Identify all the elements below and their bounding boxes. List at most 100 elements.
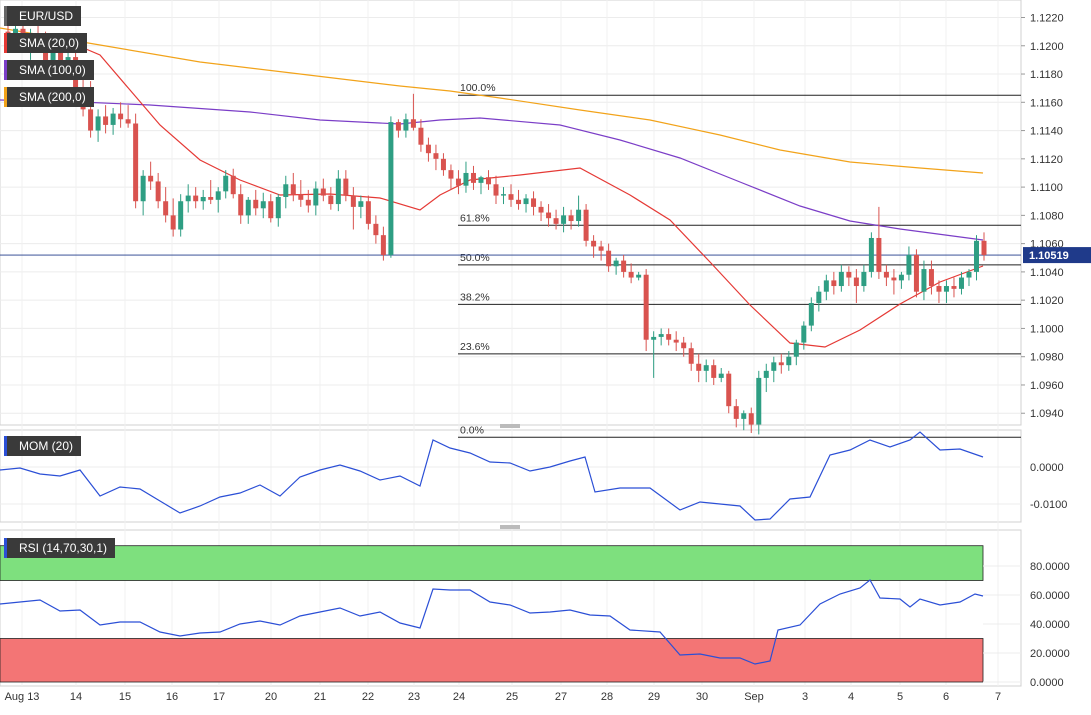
candle-body bbox=[253, 199, 259, 209]
candle-body bbox=[268, 201, 274, 219]
main-panel bbox=[0, 0, 1022, 426]
candle-body bbox=[118, 113, 124, 120]
candle-body bbox=[703, 365, 709, 371]
candle-body bbox=[448, 170, 454, 179]
momentum-label[interactable]: MOM (20) bbox=[4, 436, 81, 456]
y-tick-label: 1.0940 bbox=[1030, 408, 1064, 420]
candle-body bbox=[531, 198, 537, 207]
candle-body bbox=[208, 196, 214, 200]
candle-body bbox=[523, 198, 529, 205]
candle-body bbox=[718, 373, 724, 378]
sma-200-label[interactable]: SMA (200,0) bbox=[4, 87, 94, 107]
candle-body bbox=[816, 291, 822, 303]
candle-body bbox=[380, 235, 386, 255]
fibonacci-label: 61.8% bbox=[460, 212, 490, 224]
x-tick-label: 29 bbox=[648, 691, 660, 703]
y-tick-label: 1.1080 bbox=[1030, 210, 1064, 222]
candle-body bbox=[883, 271, 889, 278]
fibonacci-label: 23.6% bbox=[460, 341, 490, 353]
candle-body bbox=[598, 246, 604, 251]
candle-body bbox=[591, 240, 597, 247]
candle-body bbox=[576, 209, 582, 222]
candle-body bbox=[388, 122, 394, 255]
candle-body bbox=[658, 334, 664, 337]
candles-group bbox=[5, 14, 987, 435]
y-tick-label: 1.1160 bbox=[1030, 97, 1063, 109]
candle-body bbox=[328, 195, 334, 205]
x-tick-label: 16 bbox=[166, 691, 178, 703]
candle-body bbox=[771, 362, 777, 371]
candle-body bbox=[741, 413, 747, 419]
fibonacci-label: 38.2% bbox=[460, 291, 490, 303]
candle-body bbox=[50, 52, 56, 63]
y-tick-label: 1.1100 bbox=[1030, 182, 1063, 194]
sma-100-line bbox=[0, 99, 984, 241]
x-tick-label: 25 bbox=[506, 691, 518, 703]
candle-body bbox=[335, 178, 341, 205]
candle-body bbox=[913, 254, 919, 292]
candle-body bbox=[823, 280, 829, 292]
x-tick-label: Aug 13 bbox=[5, 691, 40, 703]
candle-body bbox=[148, 175, 154, 182]
candle-body bbox=[260, 201, 266, 209]
candle-body bbox=[561, 215, 567, 224]
candle-body bbox=[711, 365, 717, 378]
y-tick-label: 1.1200 bbox=[1030, 41, 1064, 53]
candle-body bbox=[88, 109, 94, 131]
candle-body bbox=[673, 339, 679, 343]
candle-body bbox=[936, 286, 942, 292]
candle-body bbox=[981, 240, 987, 255]
candle-body bbox=[838, 271, 844, 287]
rsi-y-label: 60.0000 bbox=[1030, 590, 1070, 602]
y-tick-label: 1.1140 bbox=[1030, 126, 1063, 138]
candle-body bbox=[230, 175, 236, 195]
momentum-line bbox=[0, 431, 984, 521]
candle-body bbox=[133, 123, 139, 202]
candle-body bbox=[313, 188, 319, 206]
candle-body bbox=[290, 184, 296, 195]
candle-body bbox=[853, 277, 859, 287]
candle-body bbox=[801, 325, 807, 343]
sma-20-label[interactable]: SMA (20,0) bbox=[4, 33, 88, 53]
fibonacci-label: 100.0% bbox=[460, 82, 496, 94]
momentum-y-label: 0.0000 bbox=[1030, 462, 1064, 474]
x-tick-label: 24 bbox=[453, 691, 465, 703]
sma-100-label[interactable]: SMA (100,0) bbox=[4, 60, 94, 80]
candle-body bbox=[470, 172, 476, 183]
candle-body bbox=[643, 274, 649, 340]
x-tick-label: 30 bbox=[696, 691, 708, 703]
candle-body bbox=[223, 175, 229, 192]
candle-body bbox=[403, 119, 409, 131]
y-tick-label: 1.1120 bbox=[1030, 154, 1063, 166]
candle-body bbox=[193, 195, 199, 202]
x-tick-label: 21 bbox=[314, 691, 326, 703]
candle-body bbox=[778, 362, 784, 366]
x-tick-label: 27 bbox=[555, 691, 567, 703]
candle-body bbox=[793, 342, 799, 357]
candle-body bbox=[696, 363, 702, 371]
candle-body bbox=[546, 212, 552, 219]
candle-body bbox=[538, 206, 544, 213]
candle-body bbox=[493, 184, 499, 196]
candle-body bbox=[973, 240, 979, 272]
candle-body bbox=[621, 260, 627, 272]
candle-body bbox=[185, 195, 191, 202]
candle-body bbox=[568, 215, 574, 222]
rsi-y-label: 80.0000 bbox=[1030, 561, 1070, 573]
candle-body bbox=[418, 127, 424, 145]
candle-body bbox=[868, 237, 874, 272]
candle-body bbox=[951, 286, 957, 289]
current-price-value: 1.10519 bbox=[1029, 250, 1069, 262]
fibonacci-label: 50.0% bbox=[460, 252, 490, 264]
x-tick-label: 17 bbox=[213, 691, 225, 703]
candle-body bbox=[613, 260, 619, 267]
candle-body bbox=[350, 195, 356, 207]
candle-body bbox=[238, 194, 244, 216]
y-tick-label: 1.1040 bbox=[1030, 267, 1064, 279]
candle-body bbox=[305, 199, 311, 206]
rsi-label[interactable]: RSI (14,70,30,1) bbox=[4, 538, 116, 558]
candle-body bbox=[891, 277, 897, 281]
candle-body bbox=[898, 274, 904, 281]
